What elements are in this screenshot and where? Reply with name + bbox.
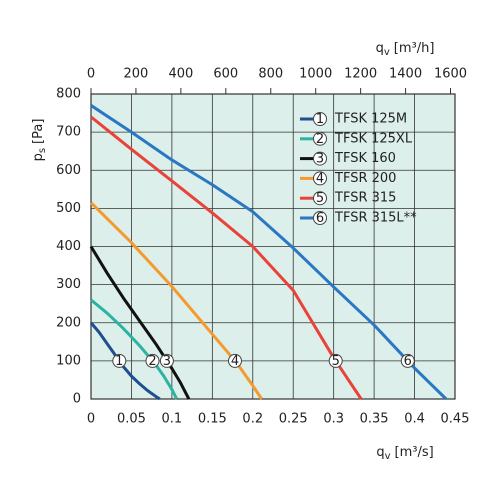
marker-label: 5 xyxy=(332,354,340,369)
line xyxy=(90,298,179,400)
x2-tick-label: 600 xyxy=(213,67,238,82)
x2-tick-label: 1000 xyxy=(299,67,332,82)
line xyxy=(89,245,191,400)
marker-circle xyxy=(313,151,327,166)
marker-circle xyxy=(159,353,174,368)
marker-label: 4 xyxy=(316,171,324,186)
marker-label: 1 xyxy=(316,112,324,127)
x-tick-label: 0.1 xyxy=(162,412,183,427)
x-tick-label: 0.35 xyxy=(360,412,389,427)
x2-label-unit: [m³/h] xyxy=(394,41,435,56)
y-label-sub: s xyxy=(37,148,48,153)
x-tick-label: 0.05 xyxy=(117,412,146,427)
marker-circle xyxy=(227,353,242,368)
legend-label: TFSK 160 xyxy=(334,151,396,166)
x-tick-label: 0.45 xyxy=(441,412,470,427)
y-tick-label: 600 xyxy=(56,163,81,178)
x-tick-label: 0.15 xyxy=(198,412,227,427)
x-tick-label: 0.2 xyxy=(242,412,263,427)
x-label-unit: [m³/s] xyxy=(395,445,434,460)
marker-label: 6 xyxy=(316,211,324,226)
marker-circle xyxy=(313,211,327,225)
legend-label: TFSK 125XL xyxy=(334,131,413,146)
marker-circle xyxy=(313,171,327,186)
x2-tick-label: 1200 xyxy=(344,67,377,82)
legend-label: TFSK 125M xyxy=(334,112,407,127)
x2-label-main: q xyxy=(376,41,384,56)
y-label-main: p xyxy=(31,153,46,161)
marker-label: 1 xyxy=(115,354,123,369)
line xyxy=(89,321,161,401)
marker-label: 2 xyxy=(148,354,156,369)
marker-circle xyxy=(328,353,343,368)
marker-label: 2 xyxy=(316,132,324,147)
marker-label: 6 xyxy=(404,354,412,369)
marker-circle xyxy=(112,353,127,368)
x2-tick-label: 800 xyxy=(258,67,283,82)
x-label-main: q xyxy=(376,445,384,460)
x2-tick-label: 200 xyxy=(124,67,149,82)
marker-circle xyxy=(313,112,327,126)
x2-tick-label: 400 xyxy=(168,67,193,82)
y-tick-label: 700 xyxy=(56,125,81,140)
line xyxy=(89,201,263,400)
marker-circle xyxy=(145,353,160,368)
y-tick-label: 300 xyxy=(56,277,81,292)
x-tick-label: 0 xyxy=(87,412,95,427)
x2-tick-label: 1400 xyxy=(389,67,422,82)
y-tick-label: 400 xyxy=(56,239,81,254)
marker-circle xyxy=(313,131,327,146)
x-tick-label: 0.25 xyxy=(279,412,308,427)
y-tick-label: 500 xyxy=(56,201,81,216)
legend-label: TFSR 315L** xyxy=(334,211,417,226)
line xyxy=(90,115,363,400)
line xyxy=(90,104,448,401)
x-axis-label: qv [m³/s] xyxy=(376,445,433,463)
legend-label: TFSR 200 xyxy=(334,171,396,186)
y-tick-label: 200 xyxy=(56,315,81,330)
marker-label: 5 xyxy=(316,191,324,206)
y-tick-label: 100 xyxy=(56,353,81,368)
x-tick-label: 0.4 xyxy=(404,412,425,427)
marker-label: 4 xyxy=(231,354,239,369)
marker-circle xyxy=(313,191,327,206)
marker-label: 3 xyxy=(316,152,324,167)
legend-label: TFSR 315 xyxy=(334,191,396,206)
y-tick-label: 800 xyxy=(56,87,81,102)
x-tick-label: 0.3 xyxy=(323,412,344,427)
marker-label: 3 xyxy=(163,354,171,369)
y-label-unit: [Pa] xyxy=(31,119,46,144)
y-axis-label: ps [Pa] xyxy=(31,119,49,162)
x-label-sub: v xyxy=(385,451,391,462)
marker-circle xyxy=(400,353,415,368)
x2-label-sub: v xyxy=(384,47,390,58)
y-tick-label: 0 xyxy=(73,392,81,407)
x2-tick-label: 1600 xyxy=(434,67,467,82)
x2-tick-label: 0 xyxy=(87,67,95,82)
x2-axis-label: qv [m³/h] xyxy=(376,41,435,59)
